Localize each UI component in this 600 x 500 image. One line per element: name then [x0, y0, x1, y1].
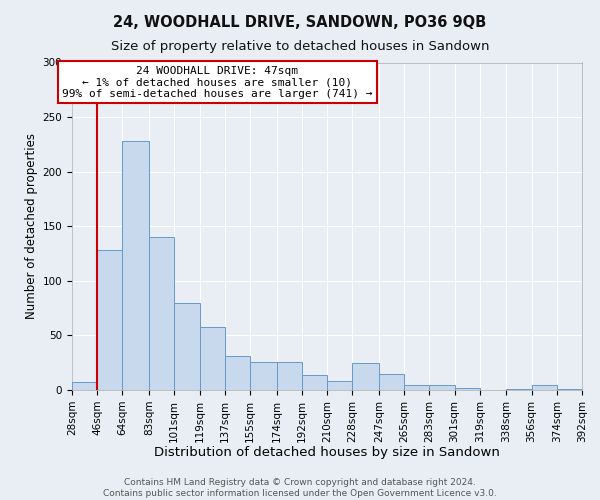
Text: Size of property relative to detached houses in Sandown: Size of property relative to detached ho… [111, 40, 489, 53]
Bar [352, 362, 379, 390]
Bar [122, 141, 149, 390]
Bar [455, 388, 480, 390]
Y-axis label: Number of detached properties: Number of detached properties [25, 133, 38, 320]
Bar [532, 384, 557, 390]
Bar [379, 374, 404, 390]
Bar [429, 384, 455, 390]
Bar [225, 356, 250, 390]
Bar [557, 389, 582, 390]
Bar [327, 382, 352, 390]
Text: 24, WOODHALL DRIVE, SANDOWN, PO36 9QB: 24, WOODHALL DRIVE, SANDOWN, PO36 9QB [113, 15, 487, 30]
Bar [277, 362, 302, 390]
Bar [302, 374, 327, 390]
Bar [97, 250, 122, 390]
Bar [200, 326, 225, 390]
Bar [174, 302, 200, 390]
Bar [72, 382, 97, 390]
Text: Contains HM Land Registry data © Crown copyright and database right 2024.
Contai: Contains HM Land Registry data © Crown c… [103, 478, 497, 498]
Text: 24 WOODHALL DRIVE: 47sqm
← 1% of detached houses are smaller (10)
99% of semi-de: 24 WOODHALL DRIVE: 47sqm ← 1% of detache… [62, 66, 373, 99]
Bar [404, 384, 429, 390]
Bar [149, 237, 174, 390]
Bar [506, 389, 532, 390]
X-axis label: Distribution of detached houses by size in Sandown: Distribution of detached houses by size … [154, 446, 500, 459]
Bar [250, 362, 277, 390]
